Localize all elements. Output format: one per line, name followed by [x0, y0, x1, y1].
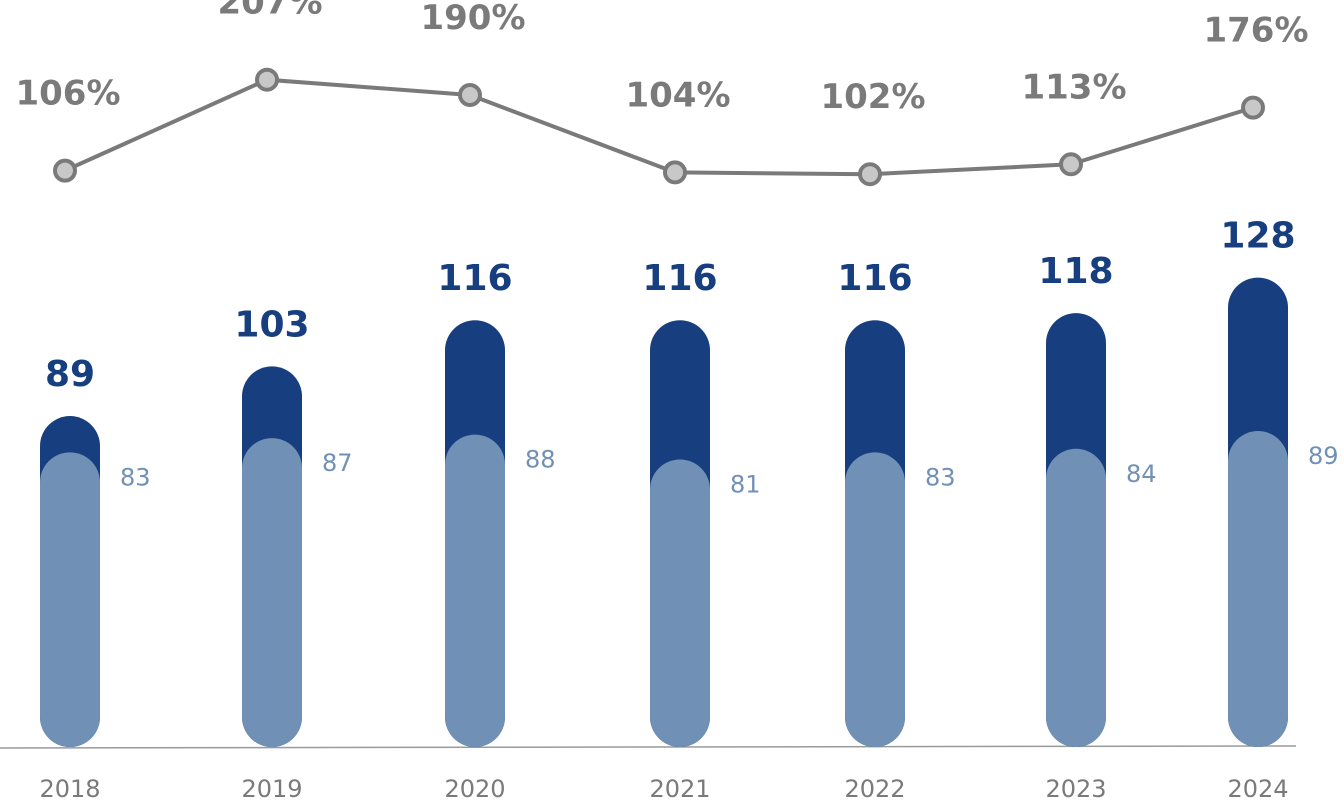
percentage-label: 176% — [1203, 11, 1308, 51]
x-tick-label: 2023 — [1045, 775, 1106, 800]
percentage-point — [53, 158, 77, 183]
total-value-label: 116 — [642, 258, 717, 299]
x-tick-label: 2022 — [844, 775, 905, 800]
percentage-label: 190% — [420, 0, 525, 38]
sub-value-label: 84 — [1126, 460, 1157, 488]
x-axis-line — [0, 745, 1297, 749]
bar-sub — [40, 452, 100, 747]
sub-value-label: 81 — [730, 470, 761, 498]
x-tick-label: 2018 — [39, 775, 100, 800]
bar-sub — [845, 452, 905, 747]
percentage-label: 207% — [217, 0, 322, 23]
percentage-point — [663, 160, 687, 185]
percentage-label: 102% — [820, 77, 925, 117]
bar-sub — [445, 434, 505, 747]
percentage-point — [1241, 95, 1265, 120]
bar-sub — [242, 438, 302, 747]
bar-sub — [1046, 448, 1106, 747]
total-value-label: 116 — [837, 258, 912, 299]
total-value-label: 116 — [437, 258, 512, 299]
x-tick-label: 2020 — [444, 775, 505, 800]
percentage-label: 113% — [1021, 67, 1126, 107]
sub-value-label: 87 — [322, 449, 353, 477]
total-value-label: 128 — [1220, 216, 1295, 257]
bar-sub — [650, 459, 710, 747]
percentage-point — [1059, 152, 1083, 177]
sub-value-label: 83 — [925, 463, 956, 491]
x-tick-label: 2024 — [1227, 775, 1288, 800]
percentage-label: 106% — [15, 74, 120, 114]
percentage-point — [858, 162, 882, 187]
total-value-label: 89 — [45, 354, 95, 395]
percentage-label: 104% — [625, 75, 730, 115]
total-value-label: 103 — [234, 304, 309, 345]
bar-sub — [1228, 431, 1288, 747]
sub-value-label: 88 — [525, 446, 556, 474]
percentage-point — [458, 83, 482, 107]
total-value-label: 118 — [1038, 251, 1113, 292]
sub-value-label: 89 — [1308, 442, 1339, 470]
sub-value-label: 83 — [120, 463, 151, 491]
x-tick-label: 2021 — [649, 775, 710, 800]
percentage-point — [255, 67, 279, 92]
x-tick-label: 2019 — [241, 775, 302, 800]
